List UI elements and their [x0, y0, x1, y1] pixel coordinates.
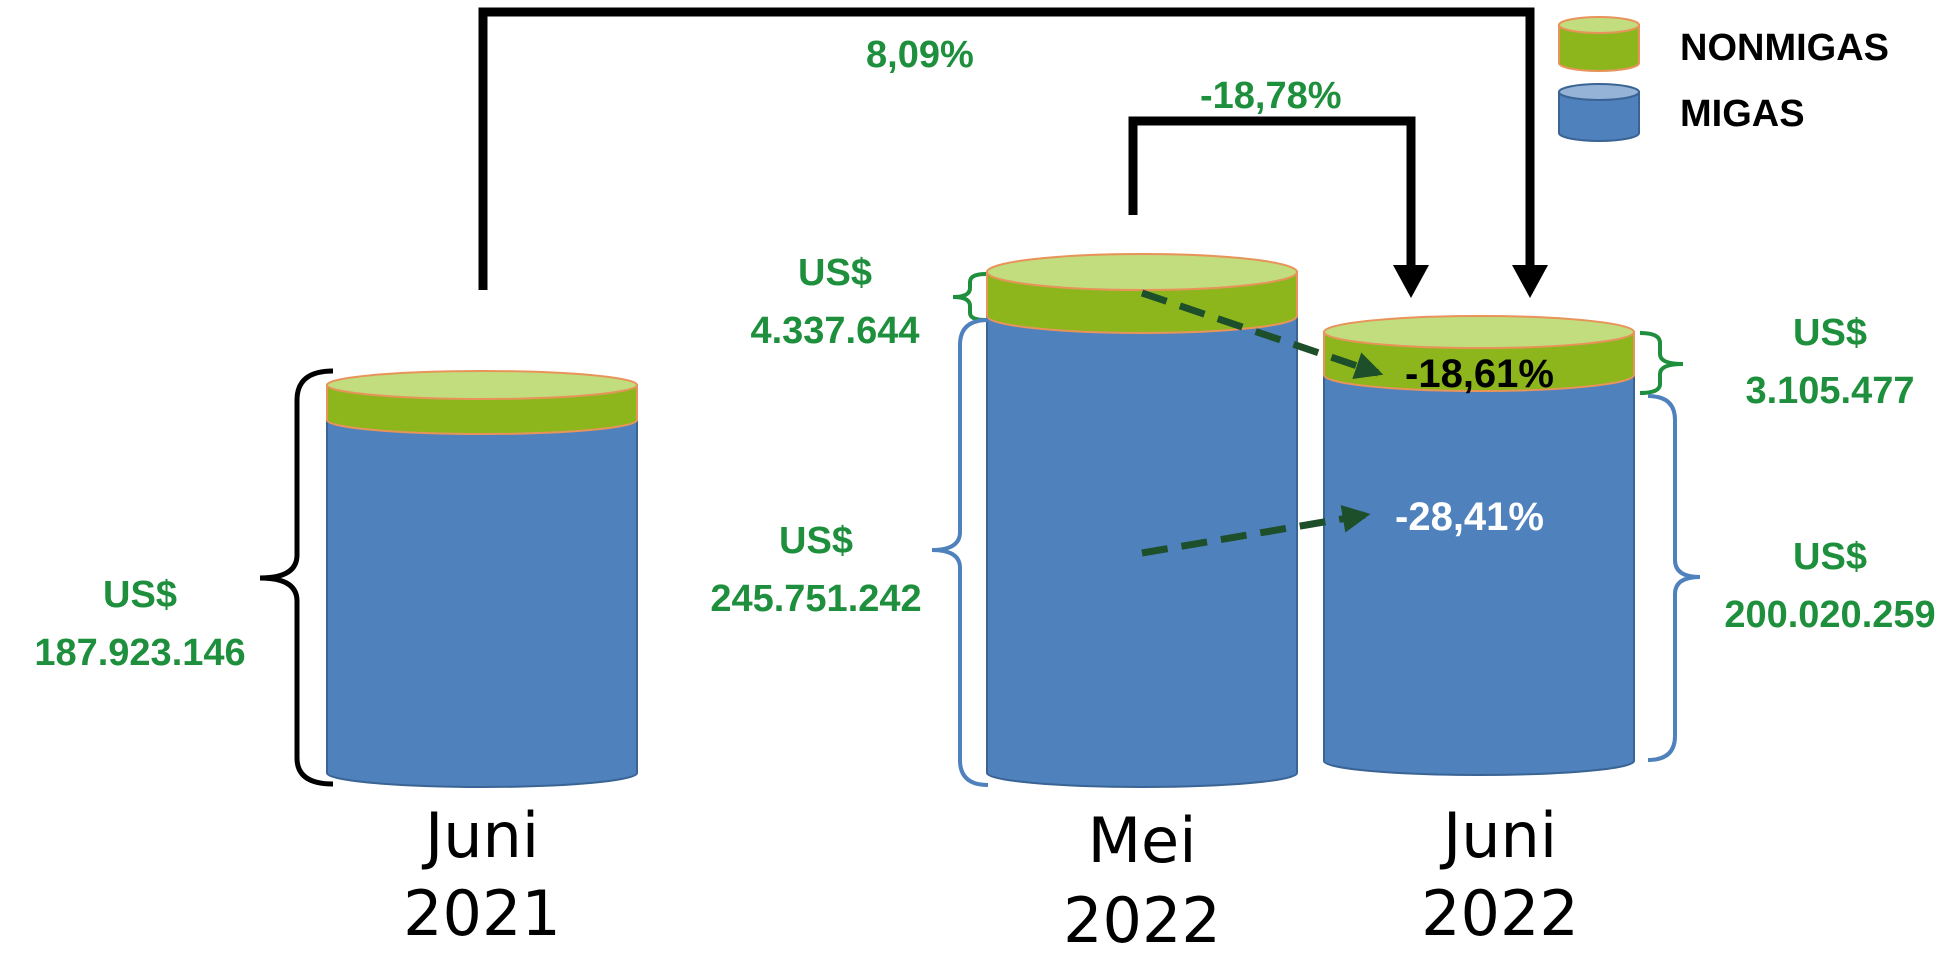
nonmigas-change-label: -18,61% [1405, 352, 1554, 396]
brace-juni-2022-migas [1647, 394, 1701, 762]
brace-mei-2022-migas [931, 318, 989, 787]
legend-swatch-nonmigas-top [1558, 16, 1640, 34]
bar-juni-2021-migas [326, 419, 638, 788]
value-label-mei-2022-migas-currency: US$ [779, 520, 853, 562]
nonmigas-change-arrow [1140, 289, 1384, 380]
value-label-juni-2022-migas-amount: 200.020.259 [1724, 594, 1935, 636]
legend-swatch-migas [1558, 91, 1640, 142]
category-label-mei-2022-month: Mei [1088, 804, 1197, 877]
legend-item-migas: MIGAS [1558, 83, 1805, 142]
value-label-juni-2022-nonmigas-amount: 3.105.477 [1745, 370, 1914, 412]
value-label-juni-2021-currency: US$ [103, 574, 177, 616]
yoy-connector [478, 7, 1535, 290]
category-label-juni-2022-month: Juni [1439, 799, 1557, 872]
value-label-mei-2022-migas-amount: 245.751.242 [710, 578, 921, 620]
mom-connector [1128, 116, 1416, 270]
legend-swatch-nonmigas [1558, 24, 1640, 72]
bar-mei-2022-top [986, 253, 1298, 291]
value-label-juni-2021-amount: 187.923.146 [34, 632, 245, 674]
yoy-change-label: 8,09% [866, 34, 974, 76]
bar-juni-2022 [1323, 315, 1635, 776]
bar-juni-2022-top [1323, 315, 1635, 349]
brace-mei-2022-nonmigas [952, 272, 987, 322]
category-label-juni-2022-year: 2022 [1421, 877, 1579, 950]
legend-label-nonmigas: NONMIGAS [1680, 27, 1889, 69]
yoy-arrowhead [1512, 265, 1548, 298]
bar-juni-2021 [326, 370, 638, 788]
bar-juni-2022-migas [1323, 374, 1635, 776]
mom-arrowhead [1393, 265, 1429, 298]
brace-juni-2022-nonmigas [1639, 331, 1684, 395]
bar-mei-2022 [986, 253, 1298, 788]
legend-item-nonmigas: NONMIGAS [1558, 16, 1889, 72]
legend-label-migas: MIGAS [1680, 93, 1805, 135]
category-label-juni-2021-year: 2021 [403, 877, 561, 950]
legend: NONMIGAS MIGAS [1558, 16, 1889, 142]
category-label-juni-2021-month: Juni [421, 799, 539, 872]
value-label-mei-2022-nonmigas-amount: 4.337.644 [750, 310, 919, 352]
migas-change-label: -28,41% [1395, 495, 1544, 539]
brace-juni-2021-total [259, 368, 334, 787]
bar-juni-2021-top [326, 370, 638, 400]
category-label-mei-2022-year: 2022 [1063, 884, 1221, 953]
mom-change-label: -18,78% [1200, 75, 1342, 117]
value-label-mei-2022-nonmigas-currency: US$ [798, 252, 872, 294]
legend-swatch-migas-top [1558, 83, 1640, 101]
value-label-juni-2022-nonmigas-currency: US$ [1793, 312, 1867, 354]
value-label-juni-2022-migas-currency: US$ [1793, 536, 1867, 578]
